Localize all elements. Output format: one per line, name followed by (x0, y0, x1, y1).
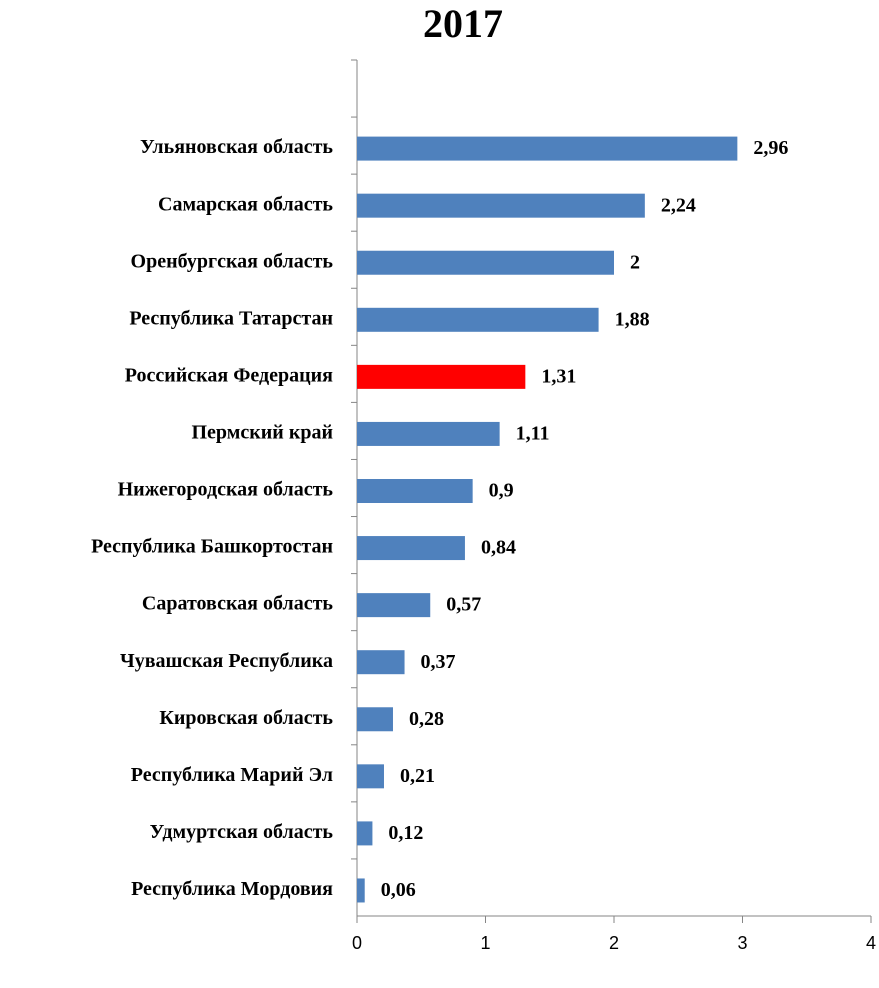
bar (357, 764, 384, 789)
y-tick-label: Республика Мордовия (131, 878, 333, 900)
x-tick-label: 1 (480, 933, 490, 953)
bar (357, 707, 393, 732)
bar (357, 650, 405, 675)
value-label: 2,96 (753, 137, 788, 159)
y-tick-label: Кировская область (159, 707, 333, 729)
bar (357, 479, 473, 503)
bar (357, 536, 465, 561)
bar (357, 364, 526, 389)
chart-title: 2017 (423, 1, 503, 46)
value-label: 1,88 (615, 308, 650, 330)
y-tick-label: Республика Марий Эл (131, 764, 333, 786)
value-label: 2,24 (661, 194, 696, 216)
y-tick-label: Саратовская область (142, 593, 333, 615)
y-tick-label: Пермский край (192, 422, 334, 444)
value-label: 0,12 (388, 822, 423, 844)
value-label: 0,06 (381, 879, 416, 901)
y-tick-label: Удмуртская область (150, 821, 334, 843)
value-label: 0,84 (481, 537, 516, 559)
bar (357, 307, 599, 332)
x-tick-label: 3 (737, 933, 747, 953)
y-tick-label: Ульяновская область (140, 136, 333, 158)
bar (357, 250, 614, 275)
value-label: 0,28 (409, 708, 444, 730)
bar (357, 821, 373, 846)
value-label: 1,11 (516, 423, 550, 445)
y-tick-label: Самарская область (158, 193, 333, 215)
value-label: 0,9 (489, 480, 514, 502)
y-tick-label: Нижегородская область (118, 479, 334, 501)
bar (357, 421, 500, 446)
y-tick-label: Оренбургская область (131, 250, 334, 272)
x-tick-label: 4 (866, 933, 876, 953)
value-label: 1,31 (541, 365, 576, 387)
y-tick-label: Чувашская Республика (120, 650, 333, 672)
value-label: 0,37 (421, 651, 456, 673)
y-tick-label: Российская Федерация (125, 364, 333, 386)
value-label: 0,21 (400, 765, 435, 787)
bar (357, 878, 365, 903)
y-tick-label: Республика Татарстан (129, 307, 333, 329)
bar (357, 593, 431, 618)
y-tick-label: Республика Башкортостан (91, 536, 333, 558)
x-tick-label: 2 (609, 933, 619, 953)
value-label: 0,57 (446, 594, 481, 616)
x-tick-label: 0 (352, 933, 362, 953)
value-label: 2 (630, 251, 640, 273)
bar (357, 193, 645, 218)
bar (357, 136, 738, 161)
